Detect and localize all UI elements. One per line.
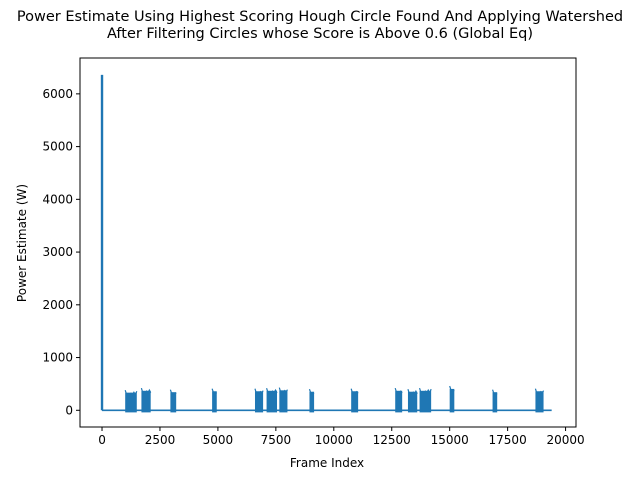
chart-title-line-2: After Filtering Circles whose Score is A… (107, 26, 533, 42)
series-burst-peaks (407, 389, 418, 395)
x-tick-label: 12500 (373, 433, 411, 447)
series-burst (309, 391, 315, 413)
series-burst (351, 391, 359, 413)
series-burst-peaks (278, 387, 288, 394)
y-axis-label: Power Estimate (W) (15, 184, 29, 302)
y-tick-label: 6000 (42, 87, 73, 101)
series-burst (266, 390, 278, 413)
y-tick-label: 3000 (42, 245, 73, 259)
series-burst (279, 390, 288, 413)
chart-title-line-1: Power Estimate Using Highest Scoring Hou… (17, 9, 623, 25)
series-burst-peaks (418, 387, 432, 395)
x-tick-label: 5000 (203, 433, 234, 447)
series-burst (170, 392, 177, 413)
x-tick-label: 7500 (261, 433, 292, 447)
y-tick-label: 5000 (42, 140, 73, 154)
x-axis-ticks: 0 2500 5000 7500 10000 12500 15000 17500 20000 (98, 427, 585, 447)
series-burst-peaks (124, 390, 138, 396)
series-burst (141, 390, 151, 413)
y-tick-label: 1000 (42, 351, 73, 365)
y-tick-label: 0 (65, 403, 73, 417)
series-burst-peaks (449, 385, 455, 392)
series-burst (535, 391, 544, 413)
axes-frame (79, 57, 577, 428)
x-tick-label: 15000 (431, 433, 469, 447)
series-burst-peaks (140, 387, 152, 394)
series-burst-peaks (534, 388, 545, 395)
x-axis-label: Frame Index (290, 456, 364, 470)
y-tick-label: 4000 (42, 192, 73, 206)
series-burst (125, 392, 137, 413)
x-tick-label: 0 (98, 433, 106, 447)
series-burst (395, 390, 403, 413)
series-burst (212, 391, 217, 413)
series-burst-peaks (211, 388, 217, 395)
series-burst (492, 392, 498, 413)
series-burst (407, 391, 418, 413)
series-burst-peaks (169, 389, 177, 395)
series-burst (419, 390, 432, 413)
series-burst (449, 388, 455, 413)
x-tick-label: 20000 (546, 433, 584, 447)
y-tick-label: 2000 (42, 298, 73, 312)
series-burst-peaks (266, 387, 278, 394)
series-burst-peaks (491, 389, 498, 395)
x-tick-label: 17500 (489, 433, 527, 447)
y-axis-ticks: 0 1000 2000 3000 4000 5000 6000 (42, 87, 80, 417)
x-tick-label: 10000 (315, 433, 353, 447)
series-burst-peaks (308, 388, 315, 395)
series-burst-peaks (254, 388, 264, 395)
x-tick-label: 2500 (145, 433, 176, 447)
series-burst-peaks (394, 387, 403, 394)
series-burst-peaks (350, 388, 359, 395)
plot-area (100, 74, 552, 413)
series-burst (254, 391, 264, 413)
